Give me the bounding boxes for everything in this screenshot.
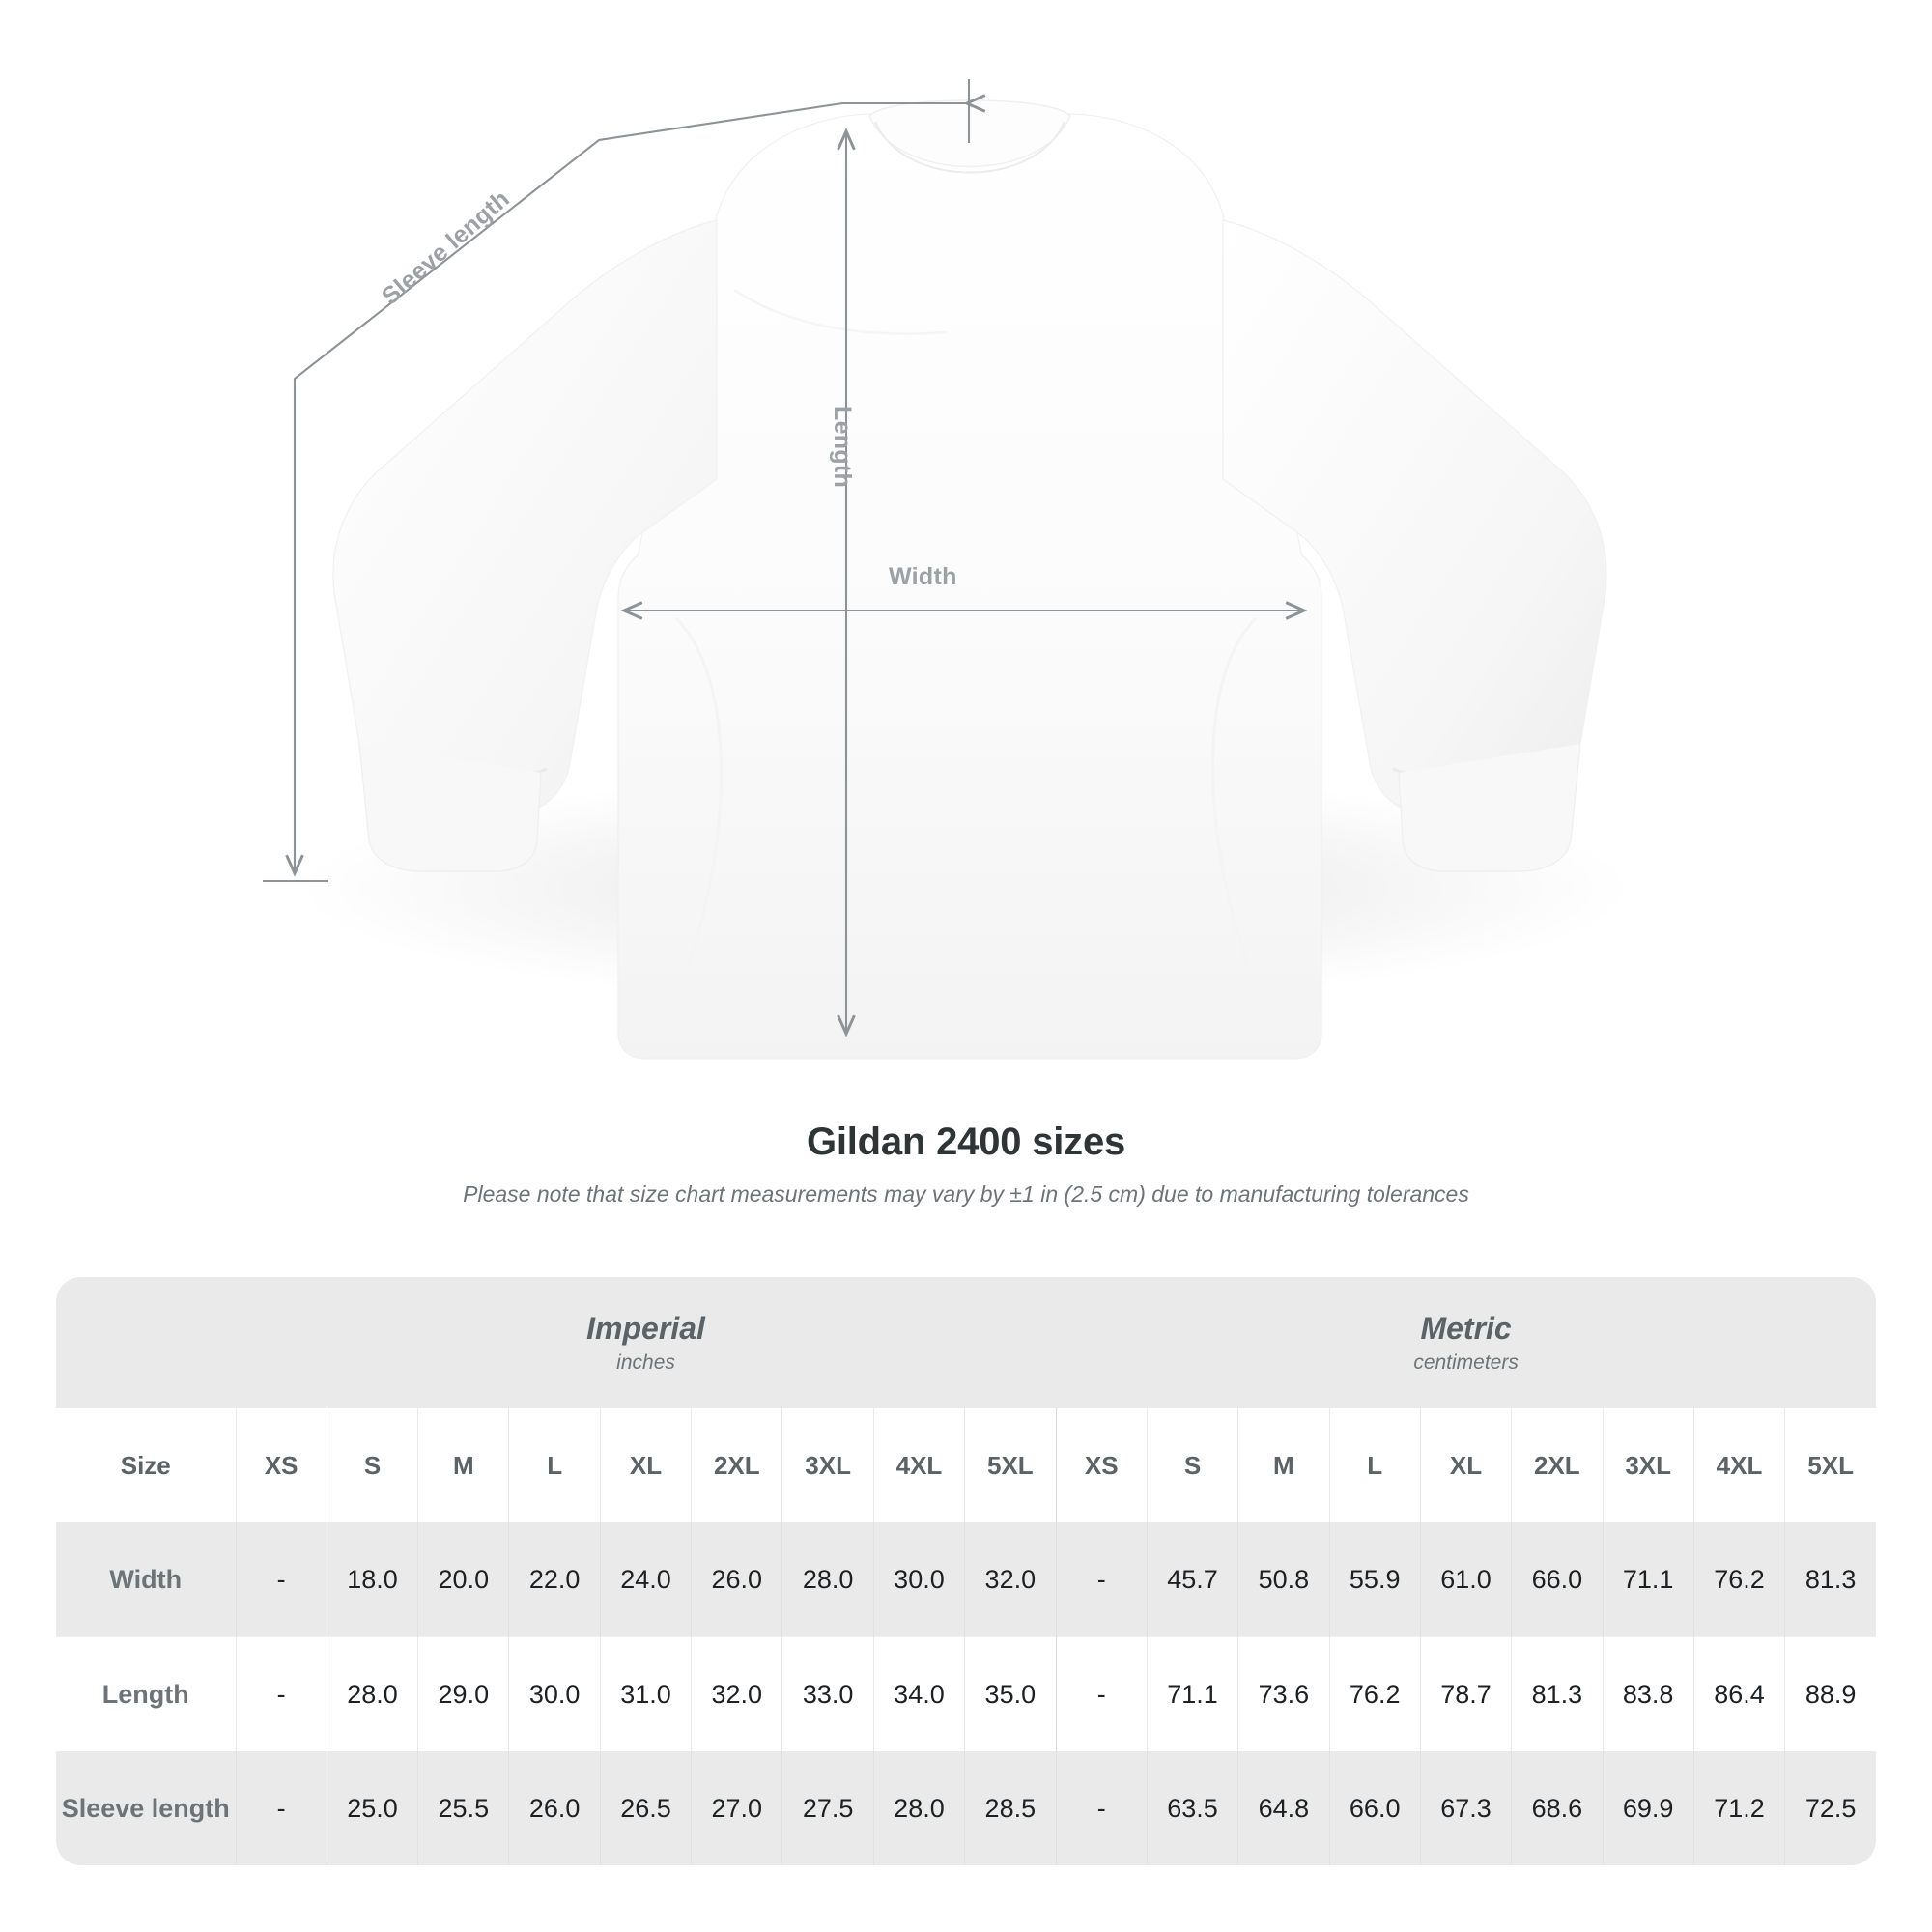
size-header-cell-metric-5xl: 5XL	[1784, 1408, 1877, 1522]
cell-width-metric-3xl: 71.1	[1602, 1522, 1694, 1637]
cell-sleeve-length-imperial-xl: 26.5	[599, 1751, 692, 1865]
cell-width-imperial-s: 18.0	[326, 1522, 418, 1637]
cell-length-imperial-xs: -	[235, 1636, 327, 1751]
cell-sleeve-length-imperial-xs: -	[235, 1751, 327, 1865]
cell-width-metric-xl: 61.0	[1419, 1522, 1512, 1637]
cell-length-imperial-l: 30.0	[508, 1636, 601, 1751]
cell-width-imperial-3xl: 28.0	[781, 1522, 874, 1637]
cell-length-metric-xs: -	[1055, 1636, 1148, 1751]
unit-name-label: Imperial	[586, 1310, 705, 1346]
unit-header-metric: Metric centimeters	[1056, 1277, 1877, 1408]
cell-width-metric-s: 45.7	[1146, 1522, 1238, 1637]
size-header-cell-metric-m: M	[1237, 1408, 1330, 1522]
cell-length-imperial-5xl: 35.0	[964, 1636, 1057, 1751]
cell-width-metric-xs: -	[1055, 1522, 1148, 1637]
unit-sub-label: inches	[616, 1351, 675, 1375]
size-header-cell-imperial-3xl: 3XL	[781, 1408, 874, 1522]
cell-sleeve-length-imperial-4xl: 28.0	[872, 1751, 965, 1865]
cell-width-metric-l: 55.9	[1328, 1522, 1421, 1637]
cell-sleeve-length-imperial-m: 25.5	[417, 1751, 509, 1865]
title-block: Gildan 2400 sizes Please note that size …	[0, 1121, 1932, 1208]
size-header-cell-metric-4xl: 4XL	[1692, 1408, 1785, 1522]
cell-width-imperial-xl: 24.0	[599, 1522, 692, 1637]
page-subtitle: Please note that size chart measurements…	[463, 1181, 1469, 1207]
unit-header-imperial: Imperial inches	[236, 1277, 1057, 1408]
size-header-cell-imperial-xs: XS	[235, 1408, 327, 1522]
size-header-cell-imperial-s: S	[326, 1408, 418, 1522]
sleeve-dimension-line	[285, 94, 986, 877]
cell-sleeve-length-metric-4xl: 71.2	[1692, 1751, 1785, 1865]
width-dimension-label: Width	[889, 563, 957, 590]
size-header-cell-metric-xl: XL	[1419, 1408, 1512, 1522]
cell-width-metric-2xl: 66.0	[1511, 1522, 1604, 1637]
table-row: Length -28.0 29.0 30.0 31.0 32.0 33.0 34.0 35.0-…	[56, 1636, 1877, 1751]
size-header-cell-metric-2xl: 2XL	[1511, 1408, 1604, 1522]
size-header-cell-imperial-4xl: 4XL	[872, 1408, 965, 1522]
unit-sub-label: centimeters	[1413, 1351, 1519, 1375]
cell-sleeve-length-metric-xs: -	[1055, 1751, 1148, 1865]
size-header-row: Size XS S M L XL 2XL 3XL 4XL 5XL XS S M L XL 2XL 3XL 4XL 5…	[56, 1408, 1877, 1522]
cell-width-metric-m: 50.8	[1237, 1522, 1330, 1637]
cell-width-metric-5xl: 81.3	[1784, 1522, 1877, 1637]
cell-sleeve-length-imperial-5xl: 28.5	[964, 1751, 1057, 1865]
cell-sleeve-length-metric-l: 66.0	[1328, 1751, 1421, 1865]
cell-length-metric-xl: 78.7	[1419, 1636, 1512, 1751]
cell-sleeve-length-imperial-3xl: 27.5	[781, 1751, 874, 1865]
cell-length-imperial-xl: 31.0	[599, 1636, 692, 1751]
table-corner-cell	[56, 1277, 236, 1408]
cell-length-imperial-m: 29.0	[417, 1636, 509, 1751]
cell-sleeve-length-imperial-2xl: 27.0	[691, 1751, 782, 1865]
page-title: Gildan 2400 sizes	[806, 1121, 1126, 1163]
size-chart-table-container: Imperial inches Metric centimeters Size XS S M L…	[56, 1277, 1877, 1865]
shirt-diagram-svg	[263, 79, 1633, 1060]
row-label-width: Width	[56, 1522, 236, 1637]
size-header-label: Size	[56, 1408, 236, 1522]
cell-width-imperial-xs: -	[235, 1522, 327, 1637]
size-header-cell-metric-3xl: 3XL	[1602, 1408, 1694, 1522]
shirt-illustration: Width Length Sleeve length	[263, 79, 1633, 1060]
cell-length-imperial-2xl: 32.0	[691, 1636, 782, 1751]
table-row: Sleeve length -25.0 25.5 26.0 26.5 27.0 27.5 28…	[56, 1751, 1877, 1865]
cell-length-imperial-4xl: 34.0	[872, 1636, 965, 1751]
size-header-cell-imperial-l: L	[508, 1408, 601, 1522]
size-header-cell-imperial-xl: XL	[599, 1408, 692, 1522]
cell-sleeve-length-imperial-s: 25.0	[326, 1751, 418, 1865]
measurement-lines	[263, 79, 1308, 1037]
cell-length-imperial-s: 28.0	[326, 1636, 418, 1751]
row-label-length: Length	[56, 1636, 236, 1751]
cell-sleeve-length-metric-m: 64.8	[1237, 1751, 1330, 1865]
cell-width-imperial-l: 22.0	[508, 1522, 601, 1637]
cell-length-metric-4xl: 86.4	[1692, 1636, 1785, 1751]
cell-length-metric-l: 76.2	[1328, 1636, 1421, 1751]
cell-length-metric-m: 73.6	[1237, 1636, 1330, 1751]
cell-length-metric-2xl: 81.3	[1511, 1636, 1604, 1751]
cell-sleeve-length-metric-xl: 67.3	[1419, 1751, 1512, 1865]
length-dimension-label: Length	[829, 406, 856, 489]
cell-sleeve-length-metric-5xl: 72.5	[1784, 1751, 1877, 1865]
size-header-cell-metric-l: L	[1328, 1408, 1421, 1522]
size-header-cell-imperial-5xl: 5XL	[964, 1408, 1057, 1522]
cell-length-metric-s: 71.1	[1146, 1636, 1238, 1751]
unit-header-row: Imperial inches Metric centimeters	[56, 1277, 1877, 1408]
cell-sleeve-length-metric-3xl: 69.9	[1602, 1751, 1694, 1865]
size-header-cell-metric-xs: XS	[1055, 1408, 1148, 1522]
cell-sleeve-length-metric-s: 63.5	[1146, 1751, 1238, 1865]
unit-name-label: Metric	[1420, 1310, 1512, 1346]
cell-length-metric-5xl: 88.9	[1784, 1636, 1877, 1751]
cell-length-metric-3xl: 83.8	[1602, 1636, 1694, 1751]
cell-width-imperial-m: 20.0	[417, 1522, 509, 1637]
cell-width-imperial-5xl: 32.0	[964, 1522, 1057, 1637]
cell-width-metric-4xl: 76.2	[1692, 1522, 1785, 1637]
cell-length-imperial-3xl: 33.0	[781, 1636, 874, 1751]
cell-sleeve-length-imperial-l: 26.0	[508, 1751, 601, 1865]
cell-sleeve-length-metric-2xl: 68.6	[1511, 1751, 1604, 1865]
size-chart-table: Imperial inches Metric centimeters Size XS S M L…	[56, 1277, 1877, 1865]
cell-width-imperial-2xl: 26.0	[691, 1522, 782, 1637]
table-row: Width -18.0 20.0 22.0 24.0 26.0 28.0 30.0 32.0-4…	[56, 1522, 1877, 1637]
size-header-cell-imperial-2xl: 2XL	[691, 1408, 782, 1522]
cell-width-imperial-4xl: 30.0	[872, 1522, 965, 1637]
row-label-sleeve-length: Sleeve length	[56, 1751, 236, 1865]
size-header-cell-imperial-m: M	[417, 1408, 509, 1522]
size-header-cell-metric-s: S	[1146, 1408, 1238, 1522]
